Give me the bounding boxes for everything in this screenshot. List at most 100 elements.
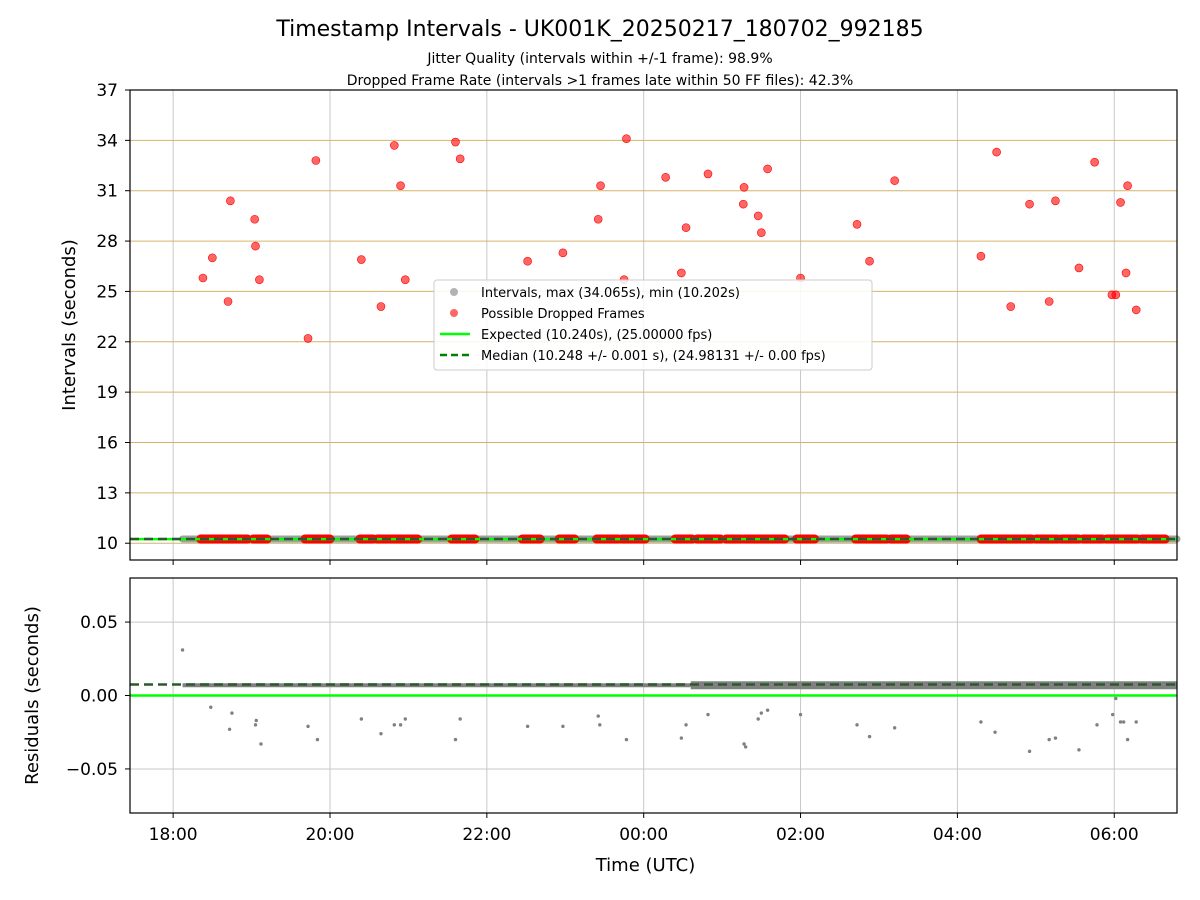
dropped-frame-point xyxy=(208,253,217,263)
dropped-frame-point xyxy=(976,251,986,261)
residual-point xyxy=(259,742,263,746)
dropped-frame-point xyxy=(890,176,899,185)
residual-point xyxy=(315,737,320,742)
residual-point xyxy=(1095,723,1099,727)
residual-point xyxy=(458,717,462,721)
legend-label: Intervals, max (34.065s), min (10.202s) xyxy=(481,286,740,301)
dropped-frame-point xyxy=(400,275,410,284)
dropped-frame-point xyxy=(1121,268,1131,278)
residual-point xyxy=(398,723,403,727)
residual-point xyxy=(798,712,803,717)
dropped-frame-point xyxy=(396,181,405,190)
dropped-frame-point xyxy=(303,334,313,343)
y-tick-label: 34 xyxy=(96,131,118,151)
intervals-panel: 10 13 16 19 22 25 28 31 34 37 Intervals (seconds) I… xyxy=(59,81,1181,565)
dropped-frame-point xyxy=(757,228,766,237)
dropped-frame-point xyxy=(1074,263,1084,273)
residual-point xyxy=(1118,720,1123,724)
residual-point xyxy=(561,724,565,729)
dropped-frame-point xyxy=(738,199,748,209)
residual-point xyxy=(598,723,602,727)
legend-label: Median (10.248 +/- 0.001 s), (24.98131 +… xyxy=(481,349,826,364)
residual-point xyxy=(1121,720,1126,724)
dropped-frame-point xyxy=(763,164,772,174)
residual-point xyxy=(1027,749,1032,754)
residual-point xyxy=(706,712,710,717)
dropped-frame-point xyxy=(223,297,233,306)
residual-point xyxy=(403,717,407,721)
dropped-frame-point xyxy=(1006,302,1016,311)
residual-point xyxy=(892,726,897,730)
dropped-frame-point xyxy=(455,154,465,164)
residual-point xyxy=(756,717,760,721)
dropped-frame-point xyxy=(852,219,862,229)
dropped-frame-point xyxy=(523,256,532,266)
residual-point xyxy=(855,723,859,727)
dropped-frame-point xyxy=(681,223,691,232)
residual-point xyxy=(624,737,629,742)
y-tick-label: 37 xyxy=(96,81,118,101)
residual-point xyxy=(1047,737,1051,742)
y-tick-label: 16 xyxy=(96,434,118,454)
legend-box xyxy=(433,279,873,371)
residual-point xyxy=(227,727,232,731)
residual-point xyxy=(765,708,770,712)
x-tick-label: 04:00 xyxy=(933,825,982,845)
residual-point xyxy=(684,723,688,727)
dropped-frame-point xyxy=(1111,290,1121,300)
dropped-frame-point xyxy=(255,275,264,284)
residual-point xyxy=(742,742,746,746)
residual-point xyxy=(993,730,997,734)
dropped-frame-point xyxy=(865,256,874,266)
residual-point xyxy=(867,734,872,739)
dropped-frame-point xyxy=(661,172,670,182)
residual-point xyxy=(253,723,258,727)
y-tick-label: 0.05 xyxy=(80,613,118,633)
legend: Intervals, max (34.065s), min (10.202s) P… xyxy=(433,279,873,371)
residual-point xyxy=(453,737,458,742)
residual-point xyxy=(1110,712,1115,717)
residual-point xyxy=(392,723,396,727)
x-tick-label: 18:00 xyxy=(149,825,198,845)
dropped-frame-point xyxy=(311,156,321,165)
residual-point xyxy=(759,711,764,715)
residual-point xyxy=(1125,737,1130,742)
dropped-frame-point xyxy=(622,134,631,143)
dropped-frame-point xyxy=(558,248,568,258)
legend-marker-intervals xyxy=(450,288,458,296)
dropped-frame-point xyxy=(376,302,386,311)
dropped-frame-point xyxy=(198,273,208,283)
dropped-frame-point xyxy=(1123,181,1132,190)
residual-point xyxy=(743,745,748,749)
dropped-frame-point xyxy=(992,147,1001,157)
x-tick-label: 00:00 xyxy=(619,825,668,845)
residual-point xyxy=(209,705,213,709)
plot-frame xyxy=(129,577,1178,814)
y-tick-label: 19 xyxy=(96,383,118,403)
residual-point xyxy=(379,731,383,736)
residual-point xyxy=(359,717,364,721)
x-tick-label: 02:00 xyxy=(776,825,825,845)
x-tick-label: 20:00 xyxy=(305,825,354,845)
dropped-frame-point xyxy=(357,255,366,264)
y-tick-label: 28 xyxy=(96,232,118,252)
chart-subtitle-jitter: Jitter Quality (intervals within +/-1 fr… xyxy=(426,51,772,67)
y-tick-label: −0.05 xyxy=(66,760,118,780)
residual-point xyxy=(180,648,185,652)
y-tick-label: 13 xyxy=(96,484,118,504)
chart-subtitle-dropped: Dropped Frame Rate (intervals >1 frames … xyxy=(347,73,854,89)
dropped-frame-point xyxy=(1131,305,1141,315)
y-tick-label: 25 xyxy=(96,282,118,302)
legend-label: Expected (10.240s), (25.00000 fps) xyxy=(481,328,712,343)
y-tick-label: 10 xyxy=(96,534,118,554)
residual-point xyxy=(254,718,258,723)
x-axis-label: Time (UTC) xyxy=(595,855,696,876)
dropped-frame-point xyxy=(593,214,603,224)
residual-point xyxy=(979,720,983,724)
y-tick-label: 0.00 xyxy=(80,687,118,707)
x-tick-label: 06:00 xyxy=(1090,825,1139,845)
y-tick-label: 31 xyxy=(96,182,118,202)
dropped-frame-point xyxy=(451,137,460,147)
y-axis-label: Residuals (seconds) xyxy=(22,606,43,785)
